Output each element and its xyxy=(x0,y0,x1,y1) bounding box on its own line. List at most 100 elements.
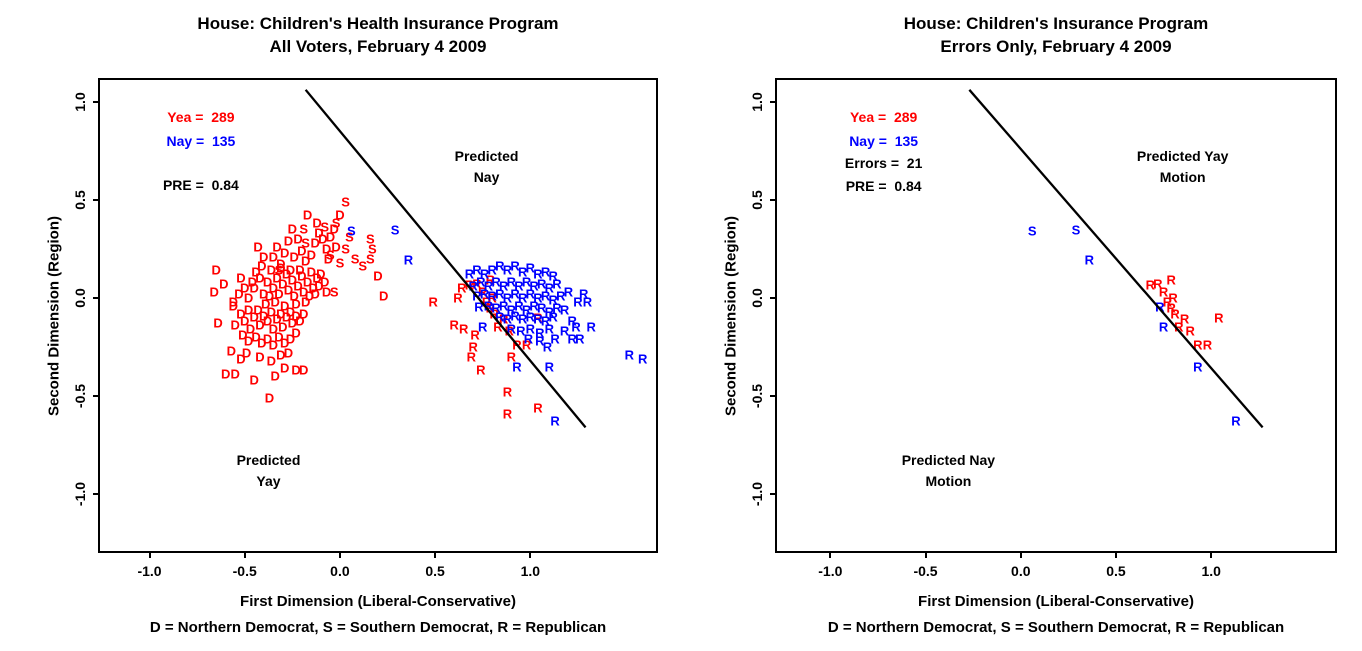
data-point: D xyxy=(249,309,259,325)
data-point: D xyxy=(335,207,345,223)
data-point: S xyxy=(274,262,284,278)
data-point: R xyxy=(498,298,509,314)
errors-count-right: Errors = 21 xyxy=(844,155,923,172)
data-point: R xyxy=(1193,359,1203,375)
data-point: R xyxy=(491,274,501,290)
data-point: D xyxy=(283,282,294,298)
data-point: R xyxy=(518,290,528,306)
data-point: D xyxy=(299,362,309,378)
x-tick-mark xyxy=(829,551,832,558)
data-point: S xyxy=(331,215,341,231)
data-point: R xyxy=(542,339,553,355)
data-point: D xyxy=(295,313,305,329)
data-point: D xyxy=(260,296,271,312)
data-point: D xyxy=(264,390,275,406)
data-point: R xyxy=(550,331,560,347)
data-point: R xyxy=(403,252,414,268)
predicted-nay-label-line1: Predicted xyxy=(454,147,519,164)
chart-title-right-line2: Errors Only, February 4 2009 xyxy=(940,37,1172,56)
data-point: D xyxy=(219,276,229,292)
data-point: S xyxy=(301,235,310,251)
yea-count-right: Yea = 289 xyxy=(849,109,918,126)
data-point: D xyxy=(323,251,334,267)
data-point: D xyxy=(285,304,296,320)
data-point: D xyxy=(278,276,288,292)
y-tick-label: 0.5 xyxy=(72,189,88,210)
x-tick-mark xyxy=(529,551,532,558)
data-point: R xyxy=(498,278,509,294)
nay-count-right: Nay = 135 xyxy=(849,132,919,149)
data-point: D xyxy=(295,262,305,278)
data-point: D xyxy=(287,315,298,331)
data-point: R xyxy=(1214,310,1224,326)
data-point: D xyxy=(230,366,240,382)
data-point: S xyxy=(341,194,350,210)
data-point: D xyxy=(240,280,250,296)
data-point: R xyxy=(487,288,497,304)
data-point: R xyxy=(1162,294,1173,310)
data-point: D xyxy=(255,270,265,286)
data-point: D xyxy=(243,302,254,318)
data-point: R xyxy=(548,268,558,284)
data-point: D xyxy=(251,329,261,345)
cutting-line-svg-right xyxy=(777,80,1335,551)
data-point: R xyxy=(1084,252,1095,268)
data-point: D xyxy=(279,245,290,261)
data-point: D xyxy=(310,235,320,251)
data-point: R xyxy=(521,274,532,290)
data-point: R xyxy=(478,284,488,300)
data-point: R xyxy=(483,278,494,294)
data-point: S xyxy=(299,221,309,237)
data-point: R xyxy=(468,339,478,355)
predicted-yay-label-line1: Predicted xyxy=(236,451,301,468)
data-point: D xyxy=(321,241,332,257)
data-point: D xyxy=(264,288,275,304)
data-point: R xyxy=(533,311,543,327)
data-point: D xyxy=(314,225,324,241)
data-point: R xyxy=(453,290,463,306)
data-point: D xyxy=(243,290,254,306)
data-point: R xyxy=(487,290,497,306)
y-tick-label: 0.0 xyxy=(72,288,88,308)
y-tick-mark xyxy=(770,100,777,103)
data-point: R xyxy=(1158,319,1169,335)
party-legend-caption-left: D = Northern Democrat, S = Southern Demo… xyxy=(149,619,607,636)
data-point: R xyxy=(498,311,509,327)
data-point: D xyxy=(287,272,298,288)
data-point: R xyxy=(502,290,513,306)
data-point: R xyxy=(506,302,516,318)
data-point: D xyxy=(291,308,301,323)
data-point: R xyxy=(1202,337,1213,353)
x-tick-mark xyxy=(243,551,246,558)
y-tick-label: 1.0 xyxy=(72,91,88,112)
data-point: S xyxy=(1071,222,1081,238)
data-point: R xyxy=(523,331,534,347)
data-point: D xyxy=(373,268,383,284)
data-point: D xyxy=(270,368,280,384)
data-point: R xyxy=(544,304,555,320)
data-point: R xyxy=(487,262,497,278)
data-point: D xyxy=(236,351,246,367)
data-point: R xyxy=(525,321,536,337)
data-point: R xyxy=(495,309,505,325)
cutting-line-right xyxy=(969,90,1262,428)
data-point: R xyxy=(533,266,543,282)
data-point: D xyxy=(279,335,290,351)
data-point: D xyxy=(306,247,317,263)
data-point: D xyxy=(241,345,252,361)
data-point: D xyxy=(285,262,296,278)
x-tick-label: 0.5 xyxy=(1106,563,1126,579)
data-point: D xyxy=(268,321,278,337)
data-point: R xyxy=(521,302,532,318)
data-point: R xyxy=(1158,284,1169,300)
predicted-yay-motion-label-line1: Predicted Yay xyxy=(1136,147,1229,164)
data-point: D xyxy=(300,253,311,269)
data-point: R xyxy=(537,276,547,292)
plot-area-all-voters: House: Children's Health Insurance Progr… xyxy=(46,14,658,636)
y-tick-label: -1.0 xyxy=(72,482,88,507)
data-point: D xyxy=(276,347,286,363)
data-point: D xyxy=(274,329,284,345)
y-tick-mark xyxy=(770,198,777,201)
data-point: R xyxy=(529,298,539,314)
